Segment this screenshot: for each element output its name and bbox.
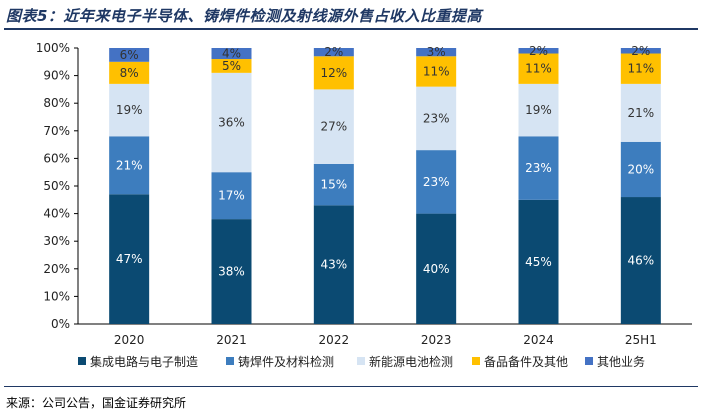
legend-swatch	[585, 357, 593, 365]
bar-segment	[620, 48, 661, 54]
data-label: 12%	[320, 66, 347, 80]
bar-segment	[620, 197, 661, 324]
stacked-bar-chart: 0% 10% 20% 30% 40% 50% 60% 70% 80% 90% 100% 47% 21% 1…	[36, 41, 692, 369]
data-label: 6%	[120, 48, 139, 62]
x-tick-label: 2022	[319, 333, 350, 347]
bar-segment	[211, 72, 252, 173]
source-note: 来源：公司公告，国金证券研究所	[6, 396, 187, 410]
data-label: 2%	[324, 45, 343, 59]
bar-segment	[211, 172, 252, 220]
data-label: 2%	[529, 44, 548, 58]
bar-segment	[211, 59, 252, 73]
data-label: 11%	[423, 64, 450, 78]
y-tick-label: 30%	[43, 234, 70, 248]
figure-title: 图表5：近年来电子半导体、铸焊件检测及射线源外售占收入比重提高	[6, 7, 482, 25]
y-tick-label: 90%	[43, 69, 70, 83]
legend-label: 其他业务	[597, 354, 645, 369]
bar-segment	[313, 205, 354, 324]
legend-swatch	[226, 357, 234, 365]
y-tick-label: 70%	[43, 124, 70, 138]
bar-segment	[313, 163, 354, 206]
data-label: 19%	[116, 103, 143, 117]
y-tick-label: 60%	[43, 151, 70, 165]
bar-segment	[518, 136, 559, 200]
data-label: 23%	[423, 111, 450, 125]
data-label: 23%	[423, 175, 450, 189]
data-label: 8%	[120, 66, 139, 80]
bar-segment	[211, 219, 252, 324]
data-label: 2%	[631, 44, 650, 58]
data-label: 46%	[627, 254, 654, 268]
legend-label: 备品备件及其他	[484, 355, 568, 369]
x-tick-label: 2023	[421, 333, 452, 347]
legend-label: 集成电路与电子制造	[90, 354, 198, 369]
x-tick-label: 2020	[114, 333, 145, 347]
legend-label: 新能源电池检测	[369, 354, 453, 369]
bar-segment	[109, 83, 150, 137]
y-tick-label: 20%	[43, 262, 70, 276]
data-label: 4%	[222, 47, 241, 61]
data-label: 3%	[427, 45, 446, 59]
data-label: 21%	[116, 158, 143, 172]
bar-segment	[620, 141, 661, 198]
bar-segment	[211, 48, 252, 60]
data-label: 47%	[116, 252, 143, 266]
footer-divider	[4, 386, 698, 387]
legend-swatch	[78, 357, 86, 365]
x-tick-label: 2021	[216, 333, 247, 347]
data-label: 36%	[218, 116, 245, 130]
bar-segment	[620, 53, 661, 84]
bar-segment	[518, 199, 559, 324]
bar-segment	[416, 56, 457, 87]
bar-segment	[518, 83, 559, 137]
y-tick-label: 100%	[36, 41, 70, 55]
x-tick-label: 25H1	[625, 333, 657, 347]
legend-label: 铸焊件及材料检测	[238, 354, 334, 369]
data-label: 23%	[525, 161, 552, 175]
legend-swatch	[472, 357, 480, 365]
bar-segment	[416, 150, 457, 214]
data-label: 11%	[627, 62, 654, 76]
bar-segment	[109, 136, 150, 195]
data-label: 21%	[627, 106, 654, 120]
y-tick-label: 80%	[43, 96, 70, 110]
bar-segment	[518, 53, 559, 84]
data-label: 27%	[320, 120, 347, 134]
legend-swatch	[357, 357, 365, 365]
bar-segment	[620, 83, 661, 142]
title-bar: 图表5：近年来电子半导体、铸焊件检测及射线源外售占收入比重提高	[4, 2, 698, 30]
bar-segment	[416, 86, 457, 151]
data-label: 38%	[218, 265, 245, 279]
bar-segment	[416, 213, 457, 324]
data-label: 40%	[423, 262, 450, 276]
y-tick-label: 10%	[43, 289, 70, 303]
bar-segment	[313, 56, 354, 90]
data-label: 43%	[320, 258, 347, 272]
bar-segment	[416, 48, 457, 57]
bar-segment	[109, 194, 150, 324]
y-tick-label: 50%	[43, 179, 70, 193]
bar-segment	[313, 89, 354, 164]
data-label: 45%	[525, 255, 552, 269]
x-tick-label: 2024	[523, 333, 554, 347]
bar-segment	[518, 48, 559, 54]
bar-segment	[109, 61, 150, 84]
y-tick-label: 40%	[43, 207, 70, 221]
bar-segment	[313, 48, 354, 57]
data-label: 11%	[525, 62, 552, 76]
bar-segment	[109, 48, 150, 62]
data-label: 20%	[627, 162, 654, 176]
data-label: 17%	[218, 189, 245, 203]
y-tick-label: 0%	[51, 317, 70, 331]
data-label: 19%	[525, 103, 552, 117]
data-label: 15%	[320, 178, 347, 192]
data-label: 5%	[222, 59, 241, 73]
